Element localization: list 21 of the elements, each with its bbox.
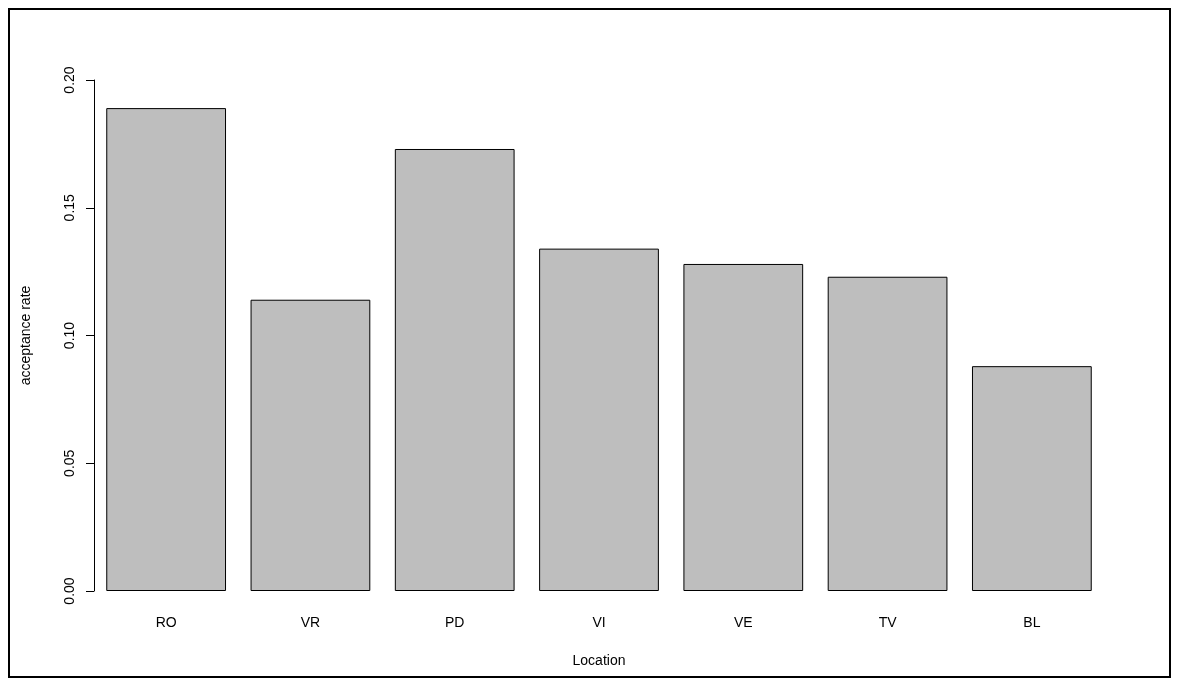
bar [539, 248, 659, 591]
y-tick-label: 0.20 [61, 66, 77, 94]
x-tick-label: BL [1023, 614, 1041, 630]
x-tick-label: VR [300, 614, 321, 630]
bar [394, 148, 515, 591]
bar [106, 108, 227, 591]
y-tick-label: 0.05 [61, 449, 77, 477]
y-tick-label: 0.00 [61, 577, 77, 605]
x-tick-label: VE [733, 614, 753, 630]
bar [683, 263, 804, 591]
bar [827, 276, 948, 591]
x-axis-title: Location [572, 652, 626, 668]
bar [250, 299, 371, 591]
x-tick-label: VI [592, 614, 606, 630]
bar [971, 366, 1092, 591]
y-tick-label: 0.10 [61, 321, 77, 350]
x-tick-label: TV [878, 614, 898, 630]
y-axis-title: acceptance rate [17, 285, 33, 386]
x-tick-label: RO [155, 614, 177, 630]
x-tick-label: PD [444, 614, 465, 630]
y-tick-label: 0.15 [61, 193, 77, 222]
